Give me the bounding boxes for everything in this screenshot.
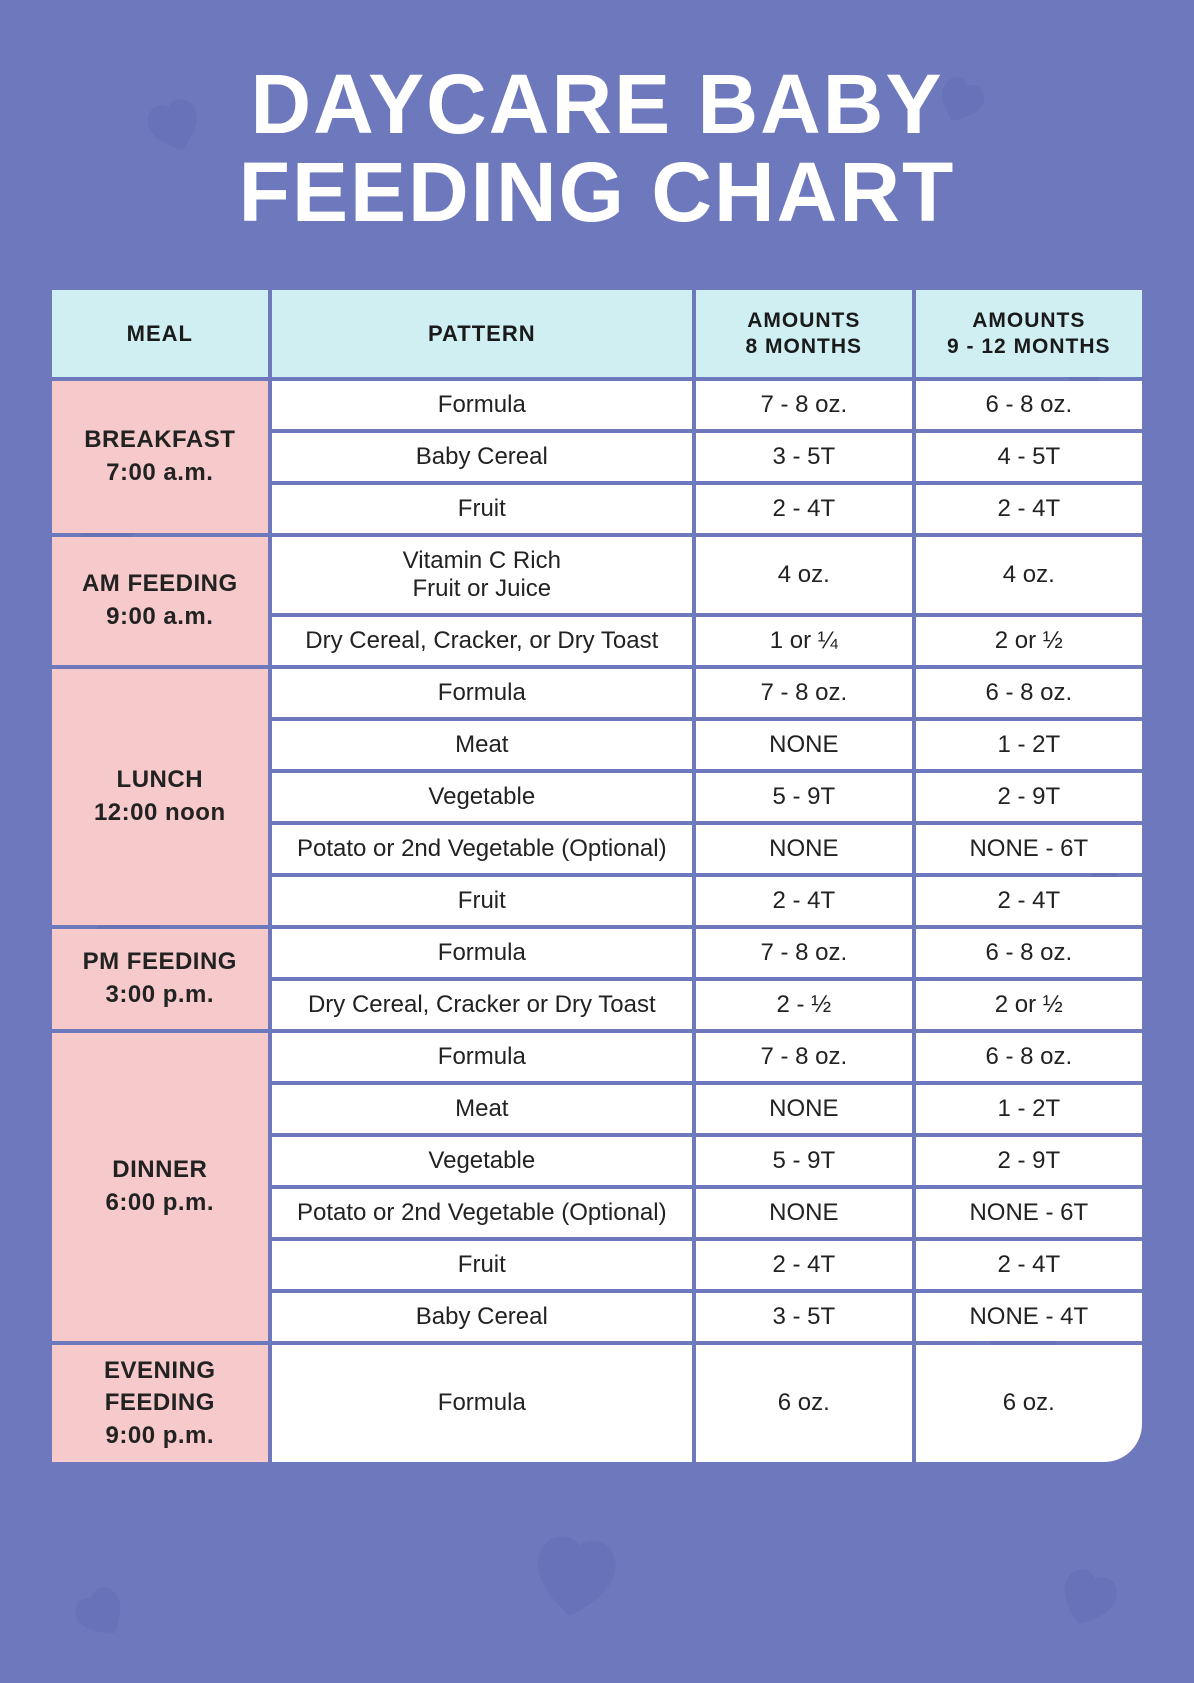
meal-cell: PM FEEDING 3:00 p.m. [52,929,268,1029]
pattern-cell: Vitamin C RichFruit or Juice [272,537,692,613]
amount-8-months: 7 - 8 oz. [696,1033,912,1081]
pattern-cell: Potato or 2nd Vegetable (Optional) [272,825,692,873]
pattern-cell: Meat [272,1085,692,1133]
amount-8-months: NONE [696,1085,912,1133]
amount-9-12-months: 6 - 8 oz. [916,929,1142,977]
amount-8-months: 5 - 9T [696,1137,912,1185]
pattern-cell: Dry Cereal, Cracker or Dry Toast [272,981,692,1029]
meal-name: PM FEEDING [83,948,237,975]
amount-9-12-months: 2 - 4T [916,877,1142,925]
amount-8-months: 5 - 9T [696,773,912,821]
pattern-cell: Vegetable [272,1137,692,1185]
pattern-cell: Fruit [272,1241,692,1289]
amount-8-months: 2 - 4T [696,877,912,925]
amount-8-months: 7 - 8 oz. [696,929,912,977]
amount-8-months: 3 - 5T [696,1293,912,1341]
meal-name: EVENINGFEEDING [104,1357,216,1416]
meal-name: BREAKFAST [84,426,235,453]
meal-cell: AM FEEDING 9:00 a.m. [52,537,268,665]
pattern-cell: Formula [272,1033,692,1081]
pattern-cell: Vegetable [272,773,692,821]
amount-9-12-months: 2 or ½ [916,617,1142,665]
heart-icon [1039,1550,1137,1651]
amount-9-12-months: NONE - 4T [916,1293,1142,1341]
meal-time: 12:00 noon [60,797,260,829]
meal-time: 9:00 p.m. [60,1420,260,1452]
meal-name: LUNCH [117,766,204,793]
pattern-cell: Formula [272,1345,692,1462]
pattern-cell: Meat [272,721,692,769]
page-title: DAYCARE BABY FEEDING CHART [48,60,1146,236]
amount-9-12-months: 2 - 4T [916,1241,1142,1289]
amount-8-months: 2 - 4T [696,485,912,533]
table-row: BREAKFAST7:00 a.m.Formula7 - 8 oz.6 - 8 … [52,381,1142,429]
table-row: AM FEEDING9:00 a.m.Vitamin C RichFruit o… [52,537,1142,613]
amount-9-12-months: NONE - 6T [916,825,1142,873]
col-header-amounts-8: AMOUNTS 8 MONTHS [696,290,912,376]
table-row: EVENINGFEEDING9:00 p.m.Formula6 oz.6 oz. [52,1345,1142,1462]
meal-cell: DINNER 6:00 p.m. [52,1033,268,1341]
meal-time: 9:00 a.m. [60,601,260,633]
amount-8-months: NONE [696,721,912,769]
pattern-cell: Baby Cereal [272,433,692,481]
table-row: LUNCH12:00 noonFormula7 - 8 oz.6 - 8 oz. [52,669,1142,717]
meal-cell: BREAKFAST 7:00 a.m. [52,381,268,533]
pattern-cell: Formula [272,929,692,977]
table-row: DINNER6:00 p.m.Formula7 - 8 oz.6 - 8 oz. [52,1033,1142,1081]
amount-8-months: 3 - 5T [696,433,912,481]
amount-9-12-months: 2 or ½ [916,981,1142,1029]
meal-time: 7:00 a.m. [60,457,260,489]
heart-icon [56,1568,149,1663]
amount-9-12-months: 4 oz. [916,537,1142,613]
content: DAYCARE BABY FEEDING CHART MEAL PATTERN … [0,0,1194,1546]
amount-8-months: NONE [696,1189,912,1237]
amount-9-12-months: 1 - 2T [916,1085,1142,1133]
meal-name: DINNER [112,1156,207,1183]
table-header-row: MEAL PATTERN AMOUNTS 8 MONTHS AMOUNTS 9 … [52,290,1142,376]
amount-8-months: 1 or ¼ [696,617,912,665]
amount-9-12-months: 6 - 8 oz. [916,669,1142,717]
meal-name: AM FEEDING [82,570,238,597]
pattern-cell: Fruit [272,877,692,925]
amount-9-12-months: NONE - 6T [916,1189,1142,1237]
amount-9-12-months: 2 - 4T [916,485,1142,533]
amount-9-12-months: 6 oz. [916,1345,1142,1462]
feeding-chart-table: MEAL PATTERN AMOUNTS 8 MONTHS AMOUNTS 9 … [48,286,1146,1466]
col-header-pattern: PATTERN [272,290,692,376]
amount-9-12-months: 4 - 5T [916,433,1142,481]
amount-8-months: 6 oz. [696,1345,912,1462]
amount-8-months: 7 - 8 oz. [696,669,912,717]
amount-9-12-months: 6 - 8 oz. [916,381,1142,429]
pattern-cell: Fruit [272,485,692,533]
amount-8-months: 4 oz. [696,537,912,613]
pattern-cell: Formula [272,669,692,717]
meal-cell: EVENINGFEEDING 9:00 p.m. [52,1345,268,1462]
table-row: PM FEEDING3:00 p.m.Formula7 - 8 oz.6 - 8… [52,929,1142,977]
amount-9-12-months: 1 - 2T [916,721,1142,769]
pattern-cell: Potato or 2nd Vegetable (Optional) [272,1189,692,1237]
amount-8-months: 7 - 8 oz. [696,381,912,429]
amount-9-12-months: 6 - 8 oz. [916,1033,1142,1081]
amount-8-months: NONE [696,825,912,873]
amount-9-12-months: 2 - 9T [916,1137,1142,1185]
col-header-amounts-9-12: AMOUNTS 9 - 12 MONTHS [916,290,1142,376]
amount-8-months: 2 - 4T [696,1241,912,1289]
meal-time: 6:00 p.m. [60,1187,260,1219]
amount-9-12-months: 2 - 9T [916,773,1142,821]
meal-cell: LUNCH 12:00 noon [52,669,268,925]
col-header-meal: MEAL [52,290,268,376]
pattern-cell: Dry Cereal, Cracker, or Dry Toast [272,617,692,665]
amount-8-months: 2 - ½ [696,981,912,1029]
pattern-cell: Formula [272,381,692,429]
pattern-cell: Baby Cereal [272,1293,692,1341]
meal-time: 3:00 p.m. [60,979,260,1011]
